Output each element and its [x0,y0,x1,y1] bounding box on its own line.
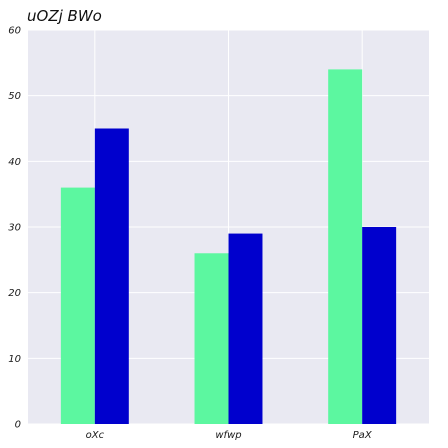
y-tick-label: 10 [8,354,21,365]
x-tick-label: PaX [353,430,373,441]
y-tick-label: 60 [8,26,21,37]
y-tick-label: 50 [8,91,21,102]
bar-PaX-series-2 [362,227,397,424]
y-tick-label: 30 [8,223,21,234]
bars [60,69,397,425]
chart-title: uOZj BWo [27,7,102,25]
y-tick-label: 20 [8,288,21,299]
y-axis: 0 10 20 30 40 50 60 [8,26,21,431]
bar-oXc-series-1 [60,187,95,424]
bar-oXc-series-2 [94,128,129,424]
x-tick-label: wfwp [215,430,241,441]
x-axis: oXc wfwp PaX [86,430,373,441]
x-tick-label: oXc [86,430,105,441]
bar-wfwp-series-1 [194,253,229,424]
y-tick-label: 0 [15,420,21,431]
y-tick-label: 40 [8,157,21,168]
bar-PaX-series-1 [328,69,363,425]
bar-wfwp-series-2 [228,233,263,424]
